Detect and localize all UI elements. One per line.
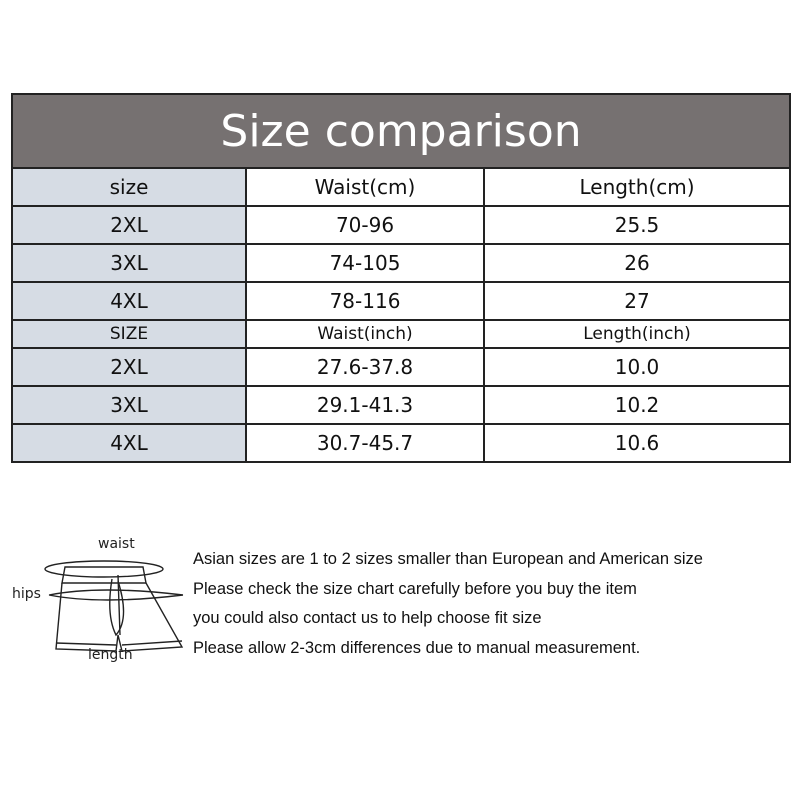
waist-cell: 74-105 [245, 243, 485, 283]
length-cell: 10.6 [482, 423, 792, 463]
length-cell: 26 [482, 243, 792, 283]
waist-cell: 78-116 [245, 281, 485, 321]
length-cell: 10.0 [482, 347, 792, 387]
table-row: 4XL 30.7-45.7 10.6 [11, 423, 792, 463]
note-line: Please check the size chart carefully be… [193, 579, 637, 598]
waist-label: waist [98, 536, 135, 552]
note-line: Asian sizes are 1 to 2 sizes smaller tha… [193, 550, 703, 568]
size-notes: Asian sizes are 1 to 2 sizes smaller tha… [193, 545, 703, 663]
header-length-cm: Length(cm) [482, 167, 792, 207]
header-size-inch: SIZE [11, 319, 247, 349]
table-row: 3XL 74-105 26 [11, 243, 792, 283]
length-cell: 25.5 [482, 205, 792, 245]
header-waist-cm: Waist(cm) [245, 167, 485, 207]
header-length-inch: Length(inch) [482, 319, 792, 349]
header-size: size [11, 167, 247, 207]
table-row: 2XL 70-96 25.5 [11, 205, 792, 245]
waist-cell: 70-96 [245, 205, 485, 245]
note-line: Please allow 2-3cm differences due to ma… [193, 638, 641, 657]
table-row: 4XL 78-116 27 [11, 281, 792, 321]
length-cell: 10.2 [482, 385, 792, 425]
hips-label: hips [12, 586, 41, 602]
underwear-diagram-icon [44, 560, 184, 652]
waist-cell: 27.6-37.8 [245, 347, 485, 387]
size-cell: 3XL [11, 243, 247, 283]
length-label: length [88, 647, 133, 663]
cm-header-row: size Waist(cm) Length(cm) [11, 167, 792, 207]
size-table: Size comparison size Waist(cm) Length(cm… [10, 93, 792, 463]
table-title: Size comparison [10, 93, 792, 169]
size-cell: 2XL [11, 205, 247, 245]
length-cell: 27 [482, 281, 792, 321]
note-line: you could also contact us to help choose… [193, 609, 542, 627]
waist-cell: 30.7-45.7 [245, 423, 485, 463]
table-row: 3XL 29.1-41.3 10.2 [11, 385, 792, 425]
size-cell: 2XL [11, 347, 247, 387]
table-row: 2XL 27.6-37.8 10.0 [11, 347, 792, 387]
size-cell: 4XL [11, 423, 247, 463]
waist-cell: 29.1-41.3 [245, 385, 485, 425]
header-waist-inch: Waist(inch) [245, 319, 485, 349]
inch-header-row: SIZE Waist(inch) Length(inch) [11, 319, 792, 349]
size-cell: 4XL [11, 281, 247, 321]
size-cell: 3XL [11, 385, 247, 425]
